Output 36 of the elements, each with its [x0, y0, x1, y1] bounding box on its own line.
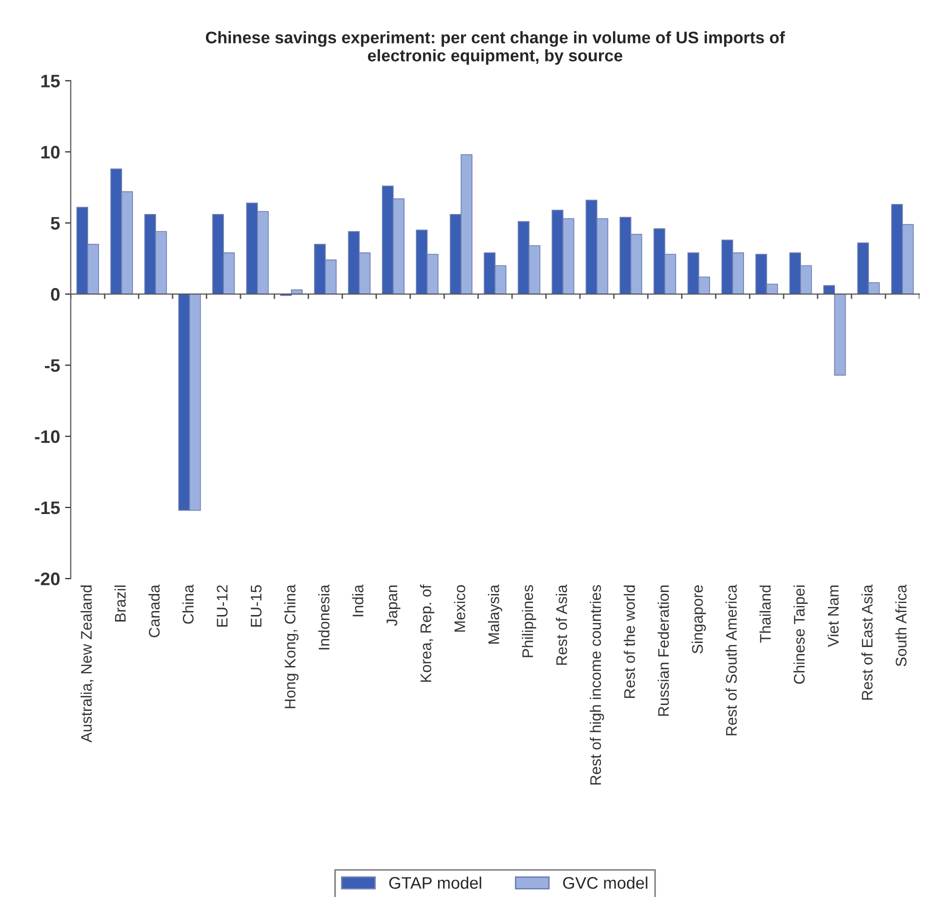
- x-tick-label: Chinese Taipei: [793, 586, 808, 684]
- y-tick-label: 0: [50, 288, 60, 301]
- x-tick-label: Rest of high income countries: [590, 585, 604, 785]
- x-tick-label: Brazil: [114, 586, 126, 622]
- x-tick-label: EU-12: [216, 585, 228, 627]
- x-tick-label: Mexico: [454, 585, 466, 632]
- x-tick-label: Singapore: [692, 585, 706, 654]
- y-tick-label: 15: [41, 74, 60, 88]
- y-tick-label: 5: [50, 217, 60, 230]
- y-tick-label: -5: [44, 359, 60, 372]
- y-tick-label: -15: [34, 502, 60, 514]
- x-tick-label: Korea, Rep. of: [420, 584, 434, 682]
- x-tick-label: Russian Federation: [658, 586, 669, 716]
- x-tick-label: Indonesia: [318, 584, 330, 650]
- y-tick-label: -10: [34, 430, 60, 444]
- x-tick-label: Rest of the world: [624, 586, 635, 698]
- y-tick-label: -20: [34, 572, 60, 586]
- x-tick-label: Philippines: [522, 585, 536, 658]
- x-tick-label: Rest of South America: [726, 584, 737, 736]
- x-tick-label: Thailand: [760, 586, 771, 643]
- x-tick-label: Rest of East Asia: [861, 584, 873, 700]
- legend-label: GTAP model: [389, 876, 482, 889]
- x-tick-label: Hong Kong, China: [284, 584, 299, 708]
- x-tick-label: South Africa: [895, 584, 907, 666]
- y-tick-label: 10: [41, 146, 60, 159]
- legend-label: GVC model: [563, 876, 648, 889]
- x-tick-label: Malaysia: [488, 584, 502, 644]
- x-tick-label: EU-15: [250, 585, 262, 627]
- chart-title: Chinese savings experiment: per cent change in volume of US imports of electronic equipment, by source: [206, 31, 786, 65]
- x-tick-label: India: [352, 584, 364, 616]
- x-tick-label: Viet Nam: [827, 586, 839, 648]
- x-tick-label: Japan: [386, 586, 400, 626]
- x-tick-label: Australia, New Zealand: [80, 586, 94, 742]
- x-tick-label: Rest of Asia: [556, 584, 568, 665]
- x-tick-label: China: [182, 584, 194, 624]
- x-tick-label: Canada: [148, 584, 160, 638]
